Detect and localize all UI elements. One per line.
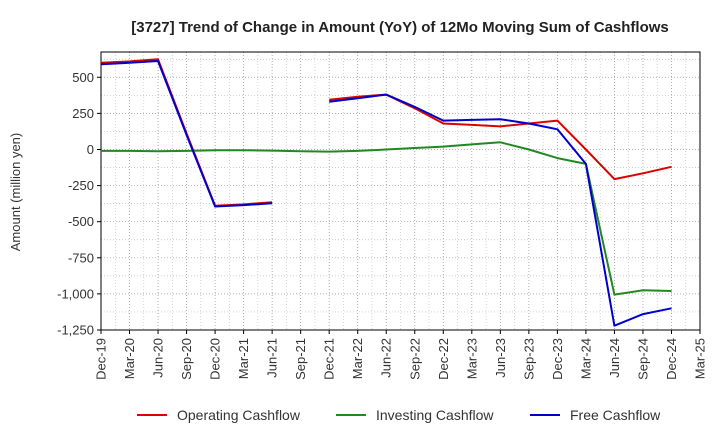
investing-cashflow-legend-label: Investing Cashflow [376,407,494,423]
x-tick-label: Mar-21 [236,338,251,379]
investing-cashflow-line [101,141,672,296]
operating-cashflow-legend-label: Operating Cashflow [177,407,301,423]
x-tick-label: Jun-24 [607,338,622,378]
y-tick-label: 500 [72,70,94,85]
y-tick-label: 0 [87,142,94,157]
y-axis: 500 250 0 -250 -500 -750 -1,000 -1,250 [57,70,101,338]
x-tick-label: Mar-23 [464,338,479,379]
x-tick-label: Dec-22 [436,338,451,380]
x-tick-label: Mar-22 [350,338,365,379]
grid [100,52,701,331]
y-tick-label: -250 [68,178,94,193]
y-tick-label: -1,250 [57,323,94,338]
x-tick-label: Sep-24 [635,338,650,380]
plot-frame [100,51,701,331]
x-tick-label: Sep-23 [521,338,536,380]
y-tick-label: -500 [68,214,94,229]
x-axis: Dec-19 Mar-20 Jun-20 Sep-20 Dec-20 Mar-21 Jun-… [94,330,708,380]
legend: Operating Cashflow Investing Cashflow Free… [137,407,661,423]
x-tick-label: Jun-23 [493,338,508,378]
x-tick-label: Sep-21 [293,338,308,380]
x-tick-label: Dec-19 [94,338,109,380]
x-tick-label: Mar-25 [693,338,708,379]
x-tick-label: Dec-24 [664,338,679,380]
y-tick-label: -1,000 [57,286,94,301]
x-tick-label: Jun-21 [265,338,280,378]
y-axis-label: Amount (million yen) [8,133,23,252]
x-tick-label: Dec-23 [550,338,565,380]
chart-title: [3727] Trend of Change in Amount (YoY) o… [131,19,669,36]
series-lines [100,58,672,327]
free-cashflow-line [100,60,672,327]
x-tick-label: Mar-20 [122,338,137,379]
free-cashflow-legend-label: Free Cashflow [570,407,661,423]
x-tick-label: Jun-20 [151,338,166,378]
y-tick-label: 250 [72,106,94,121]
x-tick-label: Sep-20 [179,338,194,380]
x-tick-label: Jun-22 [379,338,394,378]
x-tick-label: Dec-20 [208,338,223,380]
x-tick-label: Mar-24 [578,338,593,379]
y-tick-label: -750 [68,250,94,265]
x-tick-label: Sep-22 [407,338,422,380]
x-tick-label: Dec-21 [322,338,337,380]
